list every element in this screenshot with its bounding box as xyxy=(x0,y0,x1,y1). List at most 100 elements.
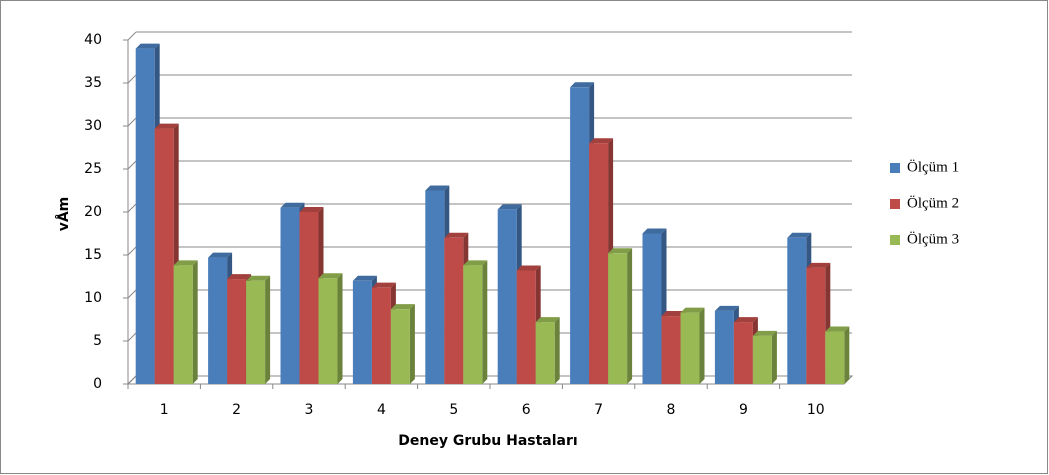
y-tick-label: 35 xyxy=(84,75,102,91)
x-tick-label: 4 xyxy=(377,402,386,418)
grid-line xyxy=(127,375,137,385)
bar xyxy=(714,310,734,384)
bar-side xyxy=(409,304,415,384)
y-tick-label: 0 xyxy=(93,376,102,392)
bar xyxy=(787,237,807,384)
bar-side xyxy=(337,273,343,384)
bar-top xyxy=(208,252,233,258)
bar-top xyxy=(425,185,450,191)
x-tick-label: 6 xyxy=(522,402,531,418)
legend-swatch xyxy=(890,163,900,173)
x-tick-label: 2 xyxy=(232,402,241,418)
bar-side xyxy=(699,307,705,384)
bar-top xyxy=(642,228,667,234)
x-tick-label: 5 xyxy=(449,402,458,418)
bar-top xyxy=(680,307,705,313)
bar-top xyxy=(589,138,614,144)
bar-top xyxy=(173,260,198,266)
bar-top xyxy=(280,202,305,208)
grid-line xyxy=(127,246,137,256)
bar xyxy=(444,237,464,384)
grid-line xyxy=(127,31,137,41)
bar-top xyxy=(497,204,522,210)
bar-top xyxy=(806,262,831,268)
bar xyxy=(318,278,338,384)
bar xyxy=(173,265,193,384)
bar-top xyxy=(246,275,271,281)
bar-side xyxy=(265,275,271,384)
x-tick-label: 7 xyxy=(594,402,603,418)
y-tick-label: 40 xyxy=(84,32,102,48)
bar-top xyxy=(318,273,343,279)
bar xyxy=(425,190,445,384)
bar-top xyxy=(714,305,739,311)
grid-line xyxy=(127,117,137,127)
bar-side xyxy=(771,330,777,384)
bar xyxy=(463,265,483,384)
grid-line xyxy=(127,332,137,342)
x-tick-label: 9 xyxy=(739,402,748,418)
bar xyxy=(589,143,609,384)
bar xyxy=(806,267,826,384)
x-axis-label: Deney Grubu Hastaları xyxy=(398,433,577,449)
bar-side xyxy=(627,248,633,384)
bar-top xyxy=(227,274,252,280)
bar-top xyxy=(516,265,541,271)
grid-line xyxy=(127,74,137,84)
bar xyxy=(733,322,753,384)
grid-line xyxy=(127,160,137,170)
y-axis-label: vÅm xyxy=(55,197,72,232)
bar xyxy=(608,253,628,384)
bar-top xyxy=(825,326,850,332)
bar-side xyxy=(554,317,560,384)
bar xyxy=(390,309,410,384)
bar-top xyxy=(135,43,160,49)
legend-label: Ölçüm 3 xyxy=(907,230,959,247)
y-tick-label: 5 xyxy=(93,333,102,349)
bar-top xyxy=(752,330,777,336)
legend-swatch xyxy=(890,199,900,209)
bar-top xyxy=(154,123,179,129)
bar xyxy=(752,335,772,384)
bar-top xyxy=(570,82,595,88)
legend-swatch xyxy=(890,235,900,245)
bar-top xyxy=(463,260,488,266)
bar-top xyxy=(444,232,469,238)
bar xyxy=(661,316,681,384)
bar xyxy=(371,287,391,384)
legend-label: Ölçüm 1 xyxy=(907,158,959,175)
bar xyxy=(280,207,300,384)
y-tick-label: 10 xyxy=(84,290,102,306)
y-tick-label: 15 xyxy=(84,247,102,263)
bar xyxy=(642,233,662,384)
bar-top xyxy=(299,207,324,212)
bar xyxy=(135,48,155,384)
bar xyxy=(535,322,555,384)
bar xyxy=(516,270,536,384)
bar-top xyxy=(390,304,415,310)
bar xyxy=(497,209,517,384)
grid-line xyxy=(127,289,137,299)
bar xyxy=(208,257,228,384)
x-tick-label: 8 xyxy=(667,402,676,418)
bar xyxy=(246,280,266,384)
x-tick-label: 3 xyxy=(305,402,314,418)
bar xyxy=(227,279,247,384)
bar-side xyxy=(844,326,850,384)
bar-top xyxy=(371,282,396,288)
grid-line xyxy=(127,203,137,213)
bar xyxy=(570,87,590,385)
y-tick-label: 30 xyxy=(84,118,102,134)
bar xyxy=(299,212,319,384)
bar-top xyxy=(787,232,812,238)
bar xyxy=(154,128,174,384)
bar-side xyxy=(192,260,198,384)
bar-top xyxy=(535,317,560,323)
x-tick-label: 10 xyxy=(807,402,825,418)
bar xyxy=(680,312,700,384)
bar xyxy=(352,280,372,384)
x-tick-label: 1 xyxy=(160,402,169,418)
y-tick-label: 25 xyxy=(84,161,102,177)
bar-top xyxy=(608,248,633,254)
